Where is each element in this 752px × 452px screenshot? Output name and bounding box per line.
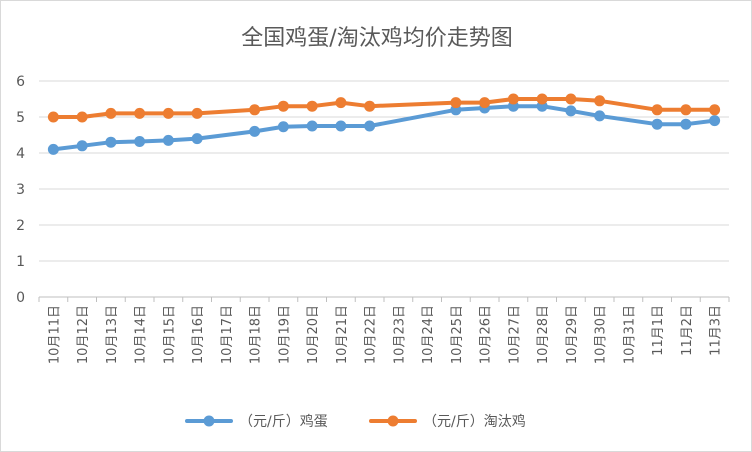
x-tick-label: 10月19日: [277, 305, 292, 364]
series-layer: [47, 93, 721, 155]
data-point: [565, 105, 577, 117]
legend-label: （元/斤）鸡蛋: [239, 413, 328, 430]
data-point: [249, 125, 261, 137]
data-point: [479, 97, 491, 109]
y-tick-label: 2: [16, 218, 25, 234]
x-tick-label: 10月11日: [47, 305, 62, 364]
data-point: [277, 121, 289, 133]
data-point: [47, 111, 59, 123]
data-point: [709, 104, 721, 116]
data-point: [364, 100, 376, 112]
data-point: [364, 120, 376, 132]
data-point: [594, 110, 606, 122]
legend-entry: （元/斤）淘汰鸡: [369, 413, 526, 430]
series-1: [47, 100, 721, 155]
data-point: [105, 136, 117, 148]
x-tick-label: 10月18日: [249, 305, 264, 364]
y-tick-label: 5: [16, 110, 25, 126]
x-tick-label: 11月1日: [651, 305, 666, 356]
x-tick-label: 10月26日: [479, 305, 494, 364]
series-line: [51, 97, 717, 119]
x-tick-label: 10月15日: [162, 305, 177, 364]
x-tick-label: 10月25日: [450, 305, 465, 364]
legend: （元/斤）鸡蛋 （元/斤）淘汰鸡: [185, 413, 526, 430]
data-point: [47, 143, 59, 155]
data-point: [162, 134, 174, 146]
data-point: [335, 120, 347, 132]
data-point: [680, 104, 692, 116]
data-point: [277, 100, 289, 112]
data-point: [450, 97, 462, 109]
data-point: [565, 93, 577, 105]
x-tick-label: 11月3日: [709, 305, 724, 356]
x-tick-label: 10月22日: [364, 305, 379, 364]
data-point: [249, 104, 261, 116]
x-tick-label: 10月31日: [622, 305, 637, 364]
data-point: [306, 120, 318, 132]
axes: 0 1 2 3 4 5 6 10月11日 10月12日 10月13日 10月14日 10月15日 10月…: [16, 74, 730, 364]
y-tick-label: 1: [16, 254, 25, 270]
data-point: [191, 107, 203, 119]
data-point: [76, 111, 88, 123]
data-point: [680, 118, 692, 130]
data-point: [651, 104, 663, 116]
data-point: [134, 107, 146, 119]
data-point: [709, 115, 721, 127]
x-tick-label: 10月20日: [306, 305, 321, 364]
x-tick-label: 10月12日: [76, 305, 91, 364]
data-point: [162, 107, 174, 119]
chart-title: 全国鸡蛋/淘汰鸡均价走势图: [241, 26, 512, 51]
x-tick-label: 10月21日: [335, 305, 350, 364]
legend-label: （元/斤）淘汰鸡: [423, 413, 526, 430]
legend-marker: [387, 415, 399, 427]
data-point: [134, 135, 146, 147]
y-tick-label: 3: [16, 182, 25, 198]
data-point: [335, 97, 347, 109]
y-tick-label: 6: [16, 74, 25, 90]
data-point: [105, 107, 117, 119]
data-point: [76, 140, 88, 152]
x-tick-label: 10月29日: [565, 305, 580, 364]
x-tick-label: 10月17日: [220, 305, 235, 364]
x-tick-label: 10月13日: [105, 305, 120, 364]
series-2: [47, 93, 721, 123]
data-point: [507, 93, 519, 105]
legend-marker: [203, 415, 215, 427]
x-tick-label: 10月14日: [134, 305, 149, 364]
x-tick-label: 10月24日: [421, 305, 436, 364]
legend-entry: （元/斤）鸡蛋: [185, 413, 328, 430]
data-point: [536, 93, 548, 105]
x-tick-label: 10月16日: [191, 305, 206, 364]
gridlines: [39, 80, 729, 262]
y-tick-label: 4: [16, 146, 25, 162]
data-point: [306, 100, 318, 112]
x-tick-label: 10月27日: [507, 305, 522, 364]
x-tick-label: 11月2日: [680, 305, 695, 356]
x-tick-label: 10月23日: [392, 305, 407, 364]
data-point: [191, 133, 203, 145]
x-tick-label: 10月30日: [594, 305, 609, 364]
data-point: [594, 95, 606, 107]
data-point: [651, 118, 663, 130]
x-tick-label: 10月28日: [536, 305, 551, 364]
y-tick-label: 0: [16, 290, 25, 306]
